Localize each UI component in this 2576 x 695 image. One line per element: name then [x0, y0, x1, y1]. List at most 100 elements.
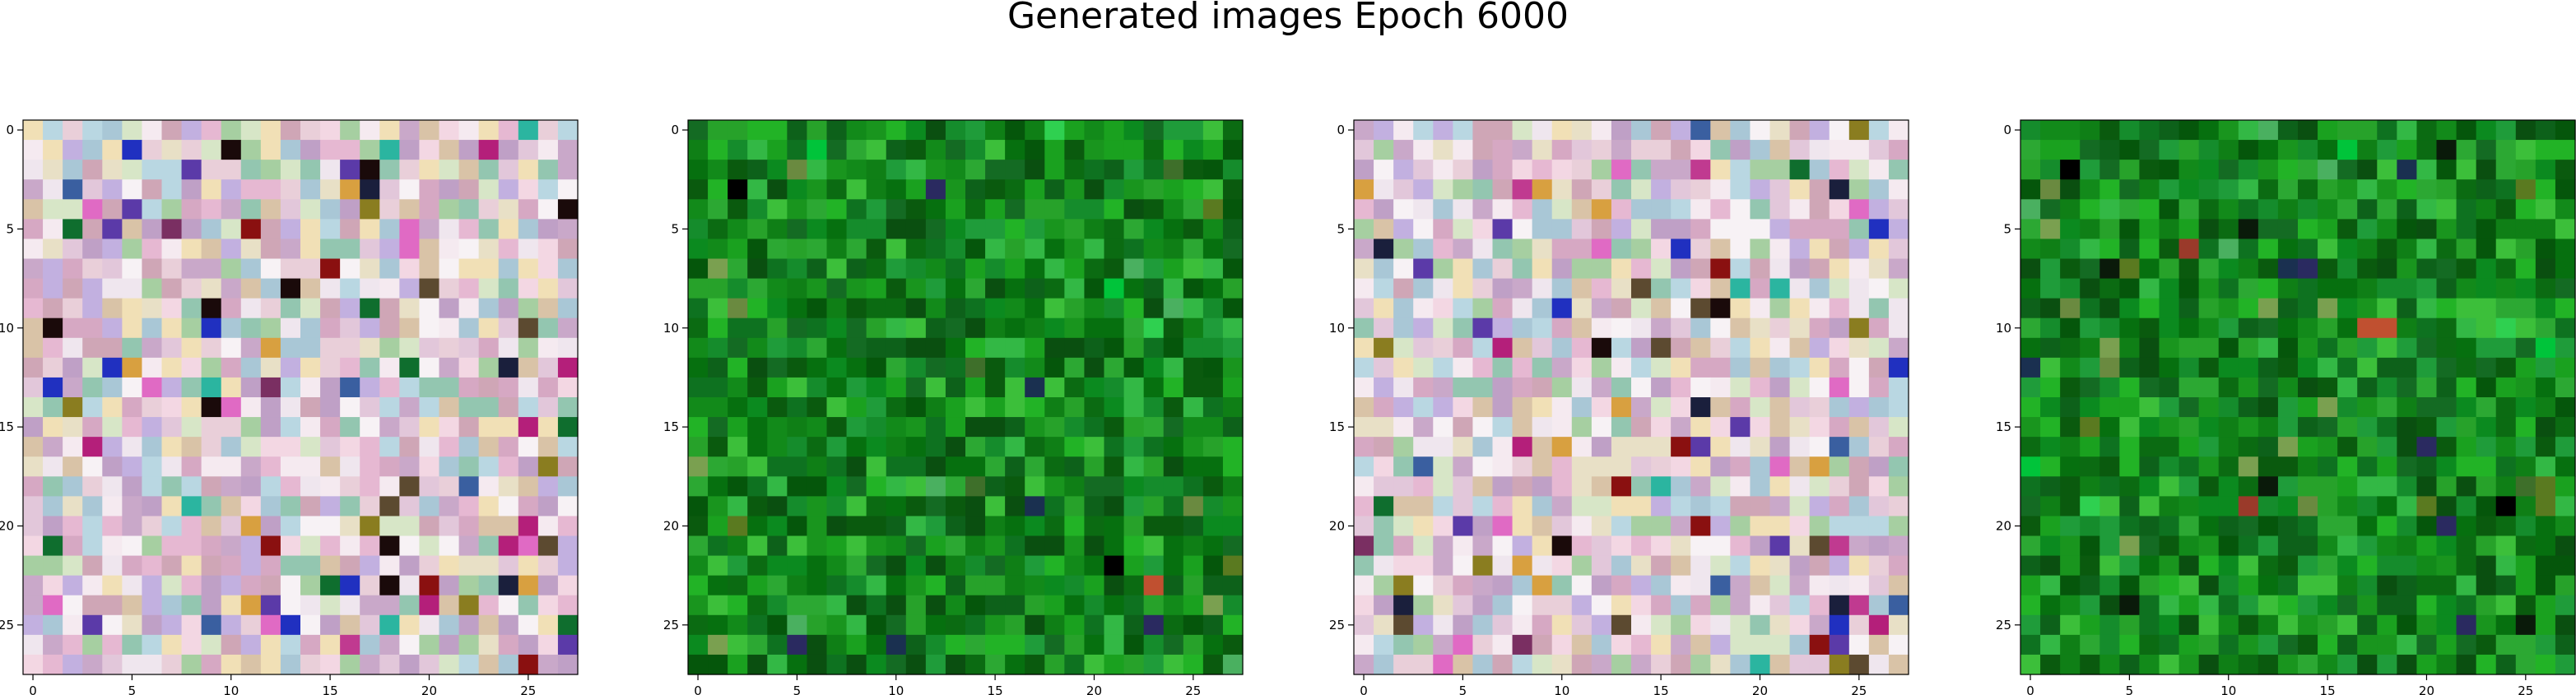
pixel-cell	[1143, 317, 1165, 339]
pixel-cell	[2436, 535, 2457, 557]
pixel-cell	[1631, 219, 1652, 240]
pixel-cell	[2218, 456, 2239, 477]
pixel-cell	[1809, 298, 1830, 319]
pixel-cell	[2357, 397, 2378, 418]
pixel-cell	[1044, 239, 1065, 260]
pixel-cell	[2040, 654, 2061, 675]
pixel-cell	[965, 535, 986, 557]
pixel-cell	[1143, 417, 1165, 438]
pixel-cell	[1472, 239, 1494, 260]
pixel-cell	[1064, 239, 1086, 260]
pixel-cell	[2099, 417, 2120, 438]
pixel-cell	[478, 397, 500, 418]
pixel-cell	[965, 258, 986, 280]
pixel-cell	[2318, 456, 2338, 477]
pixel-cell	[2416, 456, 2438, 477]
pixel-cell	[728, 278, 748, 299]
pixel-cell	[2416, 298, 2438, 319]
pixel-cell	[2257, 397, 2279, 418]
pixel-cell	[925, 516, 946, 537]
pixel-cell	[1143, 555, 1165, 577]
pixel-cell	[2139, 535, 2160, 557]
pixel-cell	[2277, 337, 2299, 359]
pixel-cell	[161, 377, 183, 398]
pixel-cell	[300, 219, 321, 240]
pixel-cell	[419, 654, 440, 675]
pixel-cell	[557, 516, 579, 537]
pixel-cell	[2515, 476, 2536, 497]
pixel-cell	[2040, 496, 2061, 517]
pixel-cell	[260, 575, 281, 596]
pixel-cell	[1512, 199, 1533, 220]
pixel-cell	[1868, 140, 1890, 160]
pixel-cell	[2020, 397, 2041, 418]
pixel-cell	[1104, 278, 1125, 299]
pixel-cell	[2159, 258, 2180, 280]
pixel-cell	[767, 317, 788, 339]
pixel-cell	[2119, 239, 2141, 260]
pixel-cell	[518, 456, 539, 477]
pixel-cell	[985, 595, 1006, 616]
pixel-cell	[379, 417, 400, 438]
pixel-cell	[1202, 160, 1224, 180]
pixel-cell	[2119, 160, 2141, 180]
pixel-cell	[181, 219, 202, 240]
pixel-cell	[2139, 298, 2160, 319]
pixel-cell	[518, 595, 539, 616]
pixel-cell	[1512, 357, 1533, 378]
pixel-cell	[537, 555, 559, 577]
pixel-cell	[181, 258, 202, 280]
pixel-cell	[557, 357, 579, 378]
pixel-cell	[708, 298, 728, 319]
pixel-cell	[945, 140, 966, 160]
pixel-cell	[1025, 476, 1045, 497]
pixel-cell	[1064, 555, 1086, 577]
pixel-cell	[2555, 654, 2576, 675]
pixel-cell	[1769, 298, 1791, 319]
pixel-cell	[1163, 456, 1184, 477]
pixel-cell	[1868, 199, 1890, 220]
pixel-cell	[1433, 595, 1453, 616]
pixel-cell	[201, 337, 222, 359]
pixel-cell	[2159, 239, 2180, 260]
pixel-cell	[1809, 634, 1830, 656]
pixel-cell	[300, 634, 321, 656]
pixel-cell	[2397, 179, 2418, 200]
pixel-cell	[688, 199, 709, 220]
pixel-cell	[340, 437, 360, 457]
pixel-cell	[1571, 317, 1593, 339]
pixel-cell	[1730, 199, 1751, 220]
pixel-cell	[2257, 179, 2279, 200]
pixel-cell	[1453, 437, 1474, 457]
pixel-cell	[1690, 219, 1711, 240]
pixel-cell	[1413, 160, 1434, 180]
pixel-cell	[1453, 120, 1474, 141]
pixel-cell	[2040, 258, 2061, 280]
pixel-cell	[1730, 496, 1751, 517]
pixel-cell	[886, 337, 907, 359]
pixel-cell	[1393, 140, 1414, 160]
pixel-cell	[102, 199, 123, 220]
pixel-cell	[2080, 317, 2100, 339]
pixel-cell	[2198, 575, 2220, 596]
pixel-cell	[708, 140, 728, 160]
pixel-cell	[1183, 496, 1204, 517]
pixel-cell	[728, 120, 748, 141]
pixel-cell	[320, 179, 341, 200]
pixel-cell	[2436, 120, 2457, 141]
pixel-cell	[1472, 397, 1494, 418]
pixel-cell	[23, 179, 44, 200]
pixel-cell	[1005, 476, 1025, 497]
pixel-cell	[1690, 140, 1711, 160]
pixel-cell	[2436, 317, 2457, 339]
pixel-cell	[985, 377, 1006, 398]
pixel-cell	[2277, 496, 2299, 517]
pixel-cell	[1025, 239, 1045, 260]
pixel-cell	[63, 160, 83, 180]
pixel-cell	[1888, 298, 1909, 319]
pixel-cell	[945, 575, 966, 596]
pixel-cell	[102, 476, 123, 497]
pixel-cell	[1690, 357, 1711, 378]
pixel-cell	[379, 614, 400, 636]
pixel-cell	[1571, 337, 1593, 359]
